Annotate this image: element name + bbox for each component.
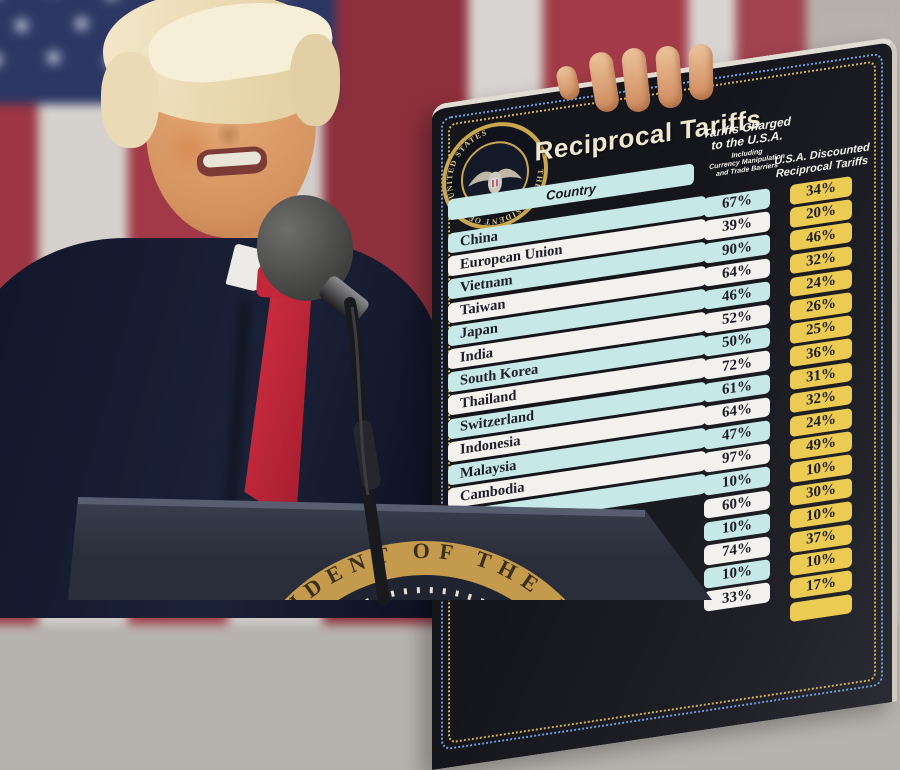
hair: [101, 52, 159, 148]
flag-star-icon: ★: [0, 0, 7, 7]
nose: [218, 118, 240, 152]
finger: [688, 43, 714, 101]
tariff-rows: China 67% 34% European Union 39% 20% Vie…: [432, 42, 892, 770]
hair: [290, 34, 340, 126]
flag-star-icon: ★: [100, 0, 123, 9]
finger: [654, 45, 684, 109]
flag-star-icon: ★: [70, 8, 94, 38]
flag-star-icon: ★: [42, 0, 65, 3]
microphone-gooseneck: [344, 297, 390, 605]
flag-star-icon: ★: [42, 42, 66, 72]
flag-star-icon: ★: [10, 10, 34, 40]
reciprocal-tariffs-board: THE PRESIDENT OF THE UNITED STATES Recip…: [432, 36, 897, 770]
discounted-cell: [790, 593, 852, 623]
flag-star-icon: ★: [0, 44, 7, 75]
podium-presidential-seal-icon: SIDENT OF THE U: [269, 540, 572, 600]
flag-star-icon: ★: [274, 0, 297, 5]
